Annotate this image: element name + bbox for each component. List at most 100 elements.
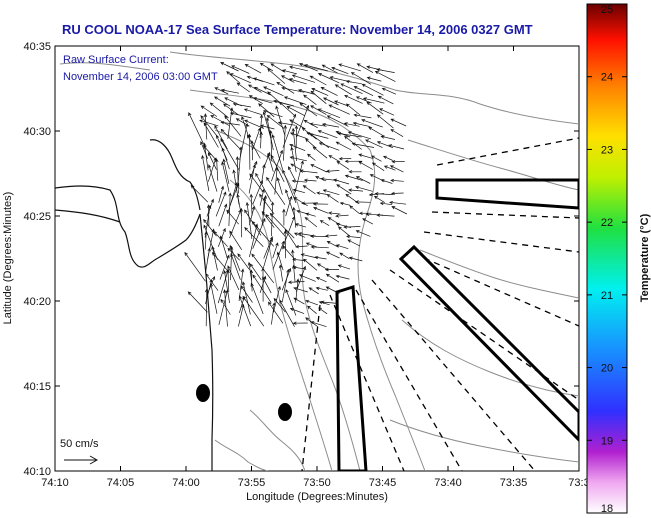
current-vector bbox=[278, 264, 283, 282]
current-vector bbox=[374, 192, 393, 196]
current-vector bbox=[252, 97, 273, 104]
current-vector bbox=[249, 173, 264, 192]
current-vector bbox=[231, 65, 250, 74]
current-vector bbox=[276, 251, 284, 271]
current-vector bbox=[308, 287, 319, 295]
current-vector bbox=[214, 87, 229, 95]
current-vector bbox=[275, 105, 286, 137]
current-vector bbox=[263, 86, 284, 97]
current-vector bbox=[343, 122, 360, 127]
current-vector bbox=[295, 278, 300, 303]
current-vector bbox=[376, 68, 395, 73]
colorbar-tick-label: 24 bbox=[601, 72, 613, 84]
current-vector bbox=[294, 223, 306, 228]
current-vector bbox=[297, 232, 316, 237]
current-vector bbox=[289, 65, 308, 72]
current-vector bbox=[374, 71, 396, 82]
current-vector bbox=[248, 164, 256, 194]
current-vector bbox=[282, 245, 295, 260]
current-vector bbox=[318, 142, 340, 151]
current-vector bbox=[278, 101, 295, 116]
current-vector bbox=[353, 86, 374, 97]
current-vector bbox=[296, 104, 310, 138]
current-vector bbox=[354, 200, 371, 204]
colorbar-ticks: 25 24 23 22 21 20 19 18 bbox=[587, 3, 627, 515]
current-vector bbox=[326, 194, 339, 203]
x-tick-label: 73:3 bbox=[568, 477, 589, 489]
current-vector bbox=[328, 104, 350, 115]
current-vector bbox=[299, 102, 318, 117]
current-vector bbox=[371, 162, 385, 171]
current-vector bbox=[344, 135, 362, 150]
current-vector bbox=[379, 108, 395, 116]
colorbar-tick-label: 25 bbox=[601, 4, 613, 16]
current-vector bbox=[312, 202, 329, 206]
current-vector bbox=[288, 166, 297, 183]
current-vector bbox=[358, 161, 373, 170]
current-vector bbox=[283, 124, 287, 161]
current-vector bbox=[380, 135, 396, 140]
current-vector bbox=[291, 127, 297, 161]
current-vector bbox=[309, 122, 327, 127]
current-vector bbox=[366, 76, 382, 82]
current-vector bbox=[214, 124, 228, 150]
y-tick-label: 40:20 bbox=[23, 296, 51, 308]
current-vector bbox=[249, 269, 254, 292]
current-vector bbox=[317, 108, 341, 119]
current-vector bbox=[333, 178, 350, 185]
current-vector bbox=[229, 111, 252, 119]
current-vector bbox=[243, 108, 262, 115]
current-vector bbox=[214, 96, 231, 107]
current-vector bbox=[271, 134, 284, 170]
current-vector bbox=[303, 63, 328, 72]
current-vector bbox=[227, 265, 240, 291]
current-vector bbox=[266, 115, 285, 129]
current-vector bbox=[238, 268, 245, 302]
current-vector bbox=[315, 286, 328, 291]
current-vector bbox=[339, 252, 350, 260]
x-tick-label: 73:50 bbox=[303, 477, 331, 489]
current-vector bbox=[322, 97, 339, 106]
current-vector bbox=[318, 307, 328, 315]
current-vector bbox=[261, 211, 275, 228]
current-vector bbox=[263, 236, 273, 259]
current-vector bbox=[253, 77, 275, 86]
current-vector bbox=[311, 88, 329, 96]
current-vector bbox=[348, 256, 363, 262]
current-vector bbox=[290, 163, 305, 173]
current-vector bbox=[305, 212, 316, 217]
current-vector bbox=[318, 300, 330, 306]
current-vector bbox=[347, 131, 372, 140]
current-vector bbox=[295, 265, 306, 292]
current-vector bbox=[238, 295, 252, 327]
current-vector bbox=[247, 133, 252, 170]
current-vector bbox=[245, 201, 253, 239]
current-vector bbox=[310, 105, 327, 115]
current-vector bbox=[325, 251, 340, 259]
current-vector bbox=[362, 218, 374, 225]
current-vector bbox=[184, 251, 206, 282]
current-vector bbox=[286, 106, 305, 116]
current-vector bbox=[362, 97, 385, 104]
colorbar-tick-label: 21 bbox=[601, 290, 613, 302]
y-tick-label: 40:25 bbox=[23, 211, 51, 223]
current-vector bbox=[200, 105, 218, 117]
current-vector bbox=[310, 245, 329, 249]
x-tick-label: 74:00 bbox=[172, 477, 200, 489]
current-vector bbox=[345, 103, 361, 116]
current-vector bbox=[188, 112, 206, 148]
current-vector bbox=[370, 155, 382, 162]
current-vector bbox=[281, 268, 290, 303]
current-vector bbox=[271, 149, 283, 182]
current-vector bbox=[298, 274, 316, 282]
current-vector bbox=[292, 188, 305, 194]
current-vector bbox=[390, 129, 404, 138]
current-vector bbox=[349, 205, 360, 214]
y-axis: 40:35 40:30 40:25 40:20 40:15 40:10 bbox=[23, 41, 579, 478]
current-vector bbox=[295, 244, 308, 249]
current-vector bbox=[219, 235, 228, 259]
current-vector bbox=[327, 217, 341, 226]
x-tick-label: 74:05 bbox=[107, 477, 135, 489]
current-vector bbox=[289, 307, 305, 314]
